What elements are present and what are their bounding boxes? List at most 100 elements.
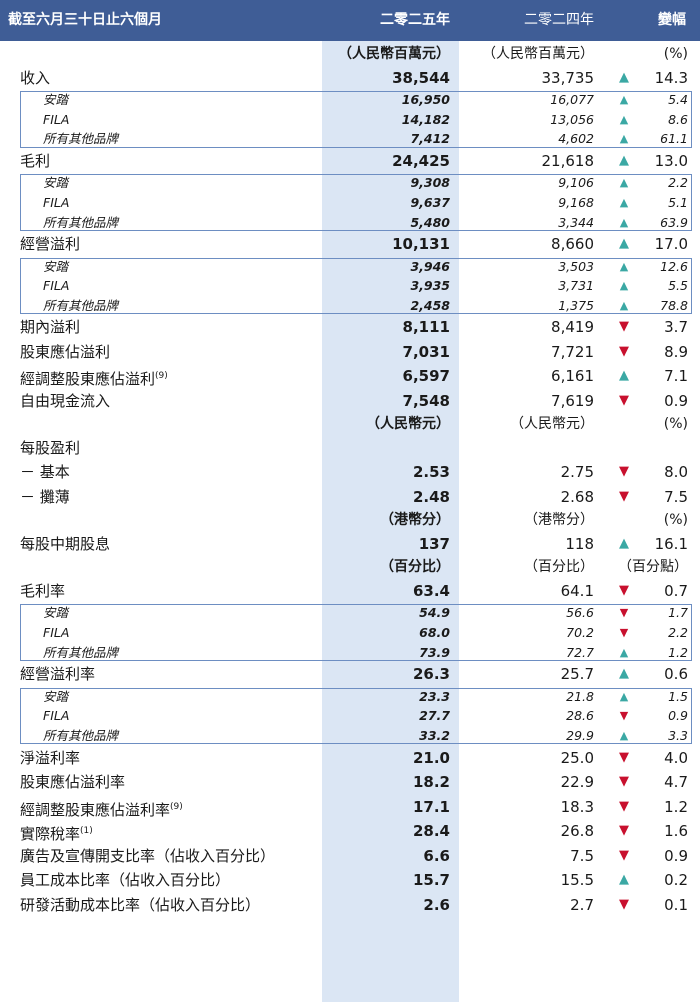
value-2025: 68.0 (419, 625, 450, 640)
change-value: 12.6 (660, 258, 688, 274)
row-label-text: 經調整股東應佔溢利 (20, 370, 156, 389)
header-2025: 二零二五年 (380, 12, 450, 28)
value-2025: 2.6 (423, 895, 450, 914)
row-label: 廣告及宣傳開支比率（佔收入百分比） (20, 846, 276, 865)
row-label: 毛利率 (20, 581, 66, 600)
row-label: 每股中期股息 (20, 534, 111, 553)
down-arrow-icon: ▼ (619, 488, 629, 504)
value-2025: 2.48 (412, 487, 450, 506)
brand-breakdown-box (20, 687, 692, 745)
value-2024: 118 (565, 534, 594, 553)
row-label: FILA (43, 194, 70, 210)
brand-row: 所有其他品牌 7,412 4,602 ▲ 61.1 (0, 129, 700, 149)
value-2025: 9,637 (410, 194, 450, 210)
value-2025: 23.3 (419, 688, 450, 704)
value-2025: 3,935 (410, 278, 450, 294)
row-label: 經營溢利 (20, 235, 81, 254)
header-change: 變幅 (658, 12, 686, 28)
up-arrow-icon: ▲ (619, 195, 629, 209)
change-value: 63.9 (660, 214, 688, 230)
change-value: 0.6 (664, 665, 688, 684)
change-value: 5.1 (668, 194, 688, 210)
unit-row: （人民幣百萬元） （人民幣百萬元） (%) (0, 43, 700, 66)
metric-row: 每股中期股息 137 118 ▲ 16.1 (0, 532, 700, 557)
value-2025: 28.4 (412, 822, 450, 840)
brand-row: 所有其他品牌 33.2 29.9 ▲ 3.3 (0, 726, 700, 746)
brand-row: 所有其他品牌 5,480 3,344 ▲ 63.9 (0, 213, 700, 233)
metric-row: 股東應佔溢利率 18.2 22.9 ▼ 4.7 (0, 770, 700, 795)
value-2025: 2,458 (410, 297, 450, 313)
change-value: 5.5 (668, 278, 688, 294)
value-2025: 2.53 (412, 463, 450, 482)
up-arrow-icon: ▲ (619, 645, 629, 659)
up-arrow-icon: ▲ (619, 132, 629, 146)
change-value: 0.9 (664, 391, 688, 410)
value-2025: 38,544 (392, 68, 450, 87)
metric-row: 經調整股東應佔溢利率(9) 17.1 18.3 ▼ 1.2 (0, 795, 700, 820)
row-label: 安踏 (43, 605, 69, 621)
down-arrow-icon: ▼ (619, 709, 629, 723)
row-label: 淨溢利率 (20, 748, 81, 767)
value-2025: 9,308 (410, 175, 450, 191)
down-arrow-icon: ▼ (619, 626, 629, 639)
value-2025: 8,111 (402, 318, 450, 337)
change-value: (%) (663, 512, 688, 529)
value-2025: （百分比） (380, 559, 450, 576)
value-2025: 27.7 (419, 708, 450, 724)
down-arrow-icon: ▼ (619, 774, 629, 789)
value-2024: 3,731 (558, 278, 594, 294)
row-label: 經調整股東應佔溢利率(9) (20, 795, 183, 823)
brand-row: 安踏 16,950 16,077 ▲ 5.4 (0, 90, 700, 110)
value-2025: 54.9 (419, 605, 450, 621)
value-2024: 9,168 (558, 194, 594, 210)
value-2024: 28.6 (566, 708, 594, 724)
unit-row: （港幣分） （港幣分） (%) (0, 509, 700, 532)
value-2024: 22.9 (560, 773, 594, 791)
metric-row: 自由現金流入 7,548 7,619 ▼ 0.9 (0, 389, 700, 414)
down-arrow-icon: ▼ (619, 343, 629, 359)
brand-breakdown-box (20, 174, 692, 232)
row-label: 實際稅率(1) (20, 819, 93, 847)
row-label: FILA (43, 111, 70, 127)
value-2024: 9,106 (558, 175, 594, 191)
brand-row: FILA 9,637 9,168 ▲ 5.1 (0, 193, 700, 213)
change-value: 8.0 (664, 463, 688, 482)
table-header: 截至六月三十日止六個月 二零二五年 二零二四年 變幅 (0, 0, 700, 41)
row-label: FILA (43, 625, 70, 640)
up-arrow-icon: ▲ (619, 279, 629, 293)
row-label: FILA (43, 278, 70, 294)
up-arrow-icon: ▲ (619, 259, 629, 273)
value-2025: 63.4 (412, 581, 450, 600)
change-value: 3.7 (664, 318, 688, 337)
up-arrow-icon: ▲ (619, 93, 629, 106)
value-2024: 25.7 (560, 665, 594, 684)
brand-row: 所有其他品牌 73.9 72.7 ▲ 1.2 (0, 643, 700, 663)
value-2024: 1,375 (558, 297, 594, 313)
down-arrow-icon: ▼ (619, 749, 629, 765)
row-label: 安踏 (43, 92, 69, 107)
value-2025: 73.9 (419, 644, 450, 660)
up-arrow-icon: ▲ (619, 298, 629, 312)
value-2024: 3,503 (558, 258, 594, 274)
value-2024: 21.8 (566, 688, 594, 704)
row-label: 自由現金流入 (20, 391, 111, 410)
row-label: 股東應佔溢利率 (20, 773, 126, 791)
metric-row: 每股盈利 (0, 436, 700, 461)
down-arrow-icon: ▼ (619, 847, 629, 863)
down-arrow-icon: ▼ (619, 392, 629, 408)
row-label-text: 實際稅率 (20, 825, 81, 843)
value-2025: 10,131 (392, 235, 450, 254)
change-value: 8.9 (664, 342, 688, 361)
metric-row: － 基本 2.53 2.75 ▼ 8.0 (0, 460, 700, 485)
brand-breakdown-box (20, 91, 692, 148)
down-arrow-icon: ▼ (619, 464, 629, 480)
metric-row: 股東應佔溢利 7,031 7,721 ▼ 8.9 (0, 340, 700, 365)
change-value: (%) (663, 46, 688, 62)
row-label: 所有其他品牌 (43, 644, 119, 660)
change-value: 1.6 (664, 822, 688, 840)
metric-row: 員工成本比率（佔收入百分比） 15.7 15.5 ▲ 0.2 (0, 868, 700, 893)
change-value: 0.9 (664, 846, 688, 865)
change-value: 13.0 (654, 151, 688, 170)
change-value: 1.2 (668, 644, 688, 660)
change-value: 3.3 (668, 727, 688, 743)
